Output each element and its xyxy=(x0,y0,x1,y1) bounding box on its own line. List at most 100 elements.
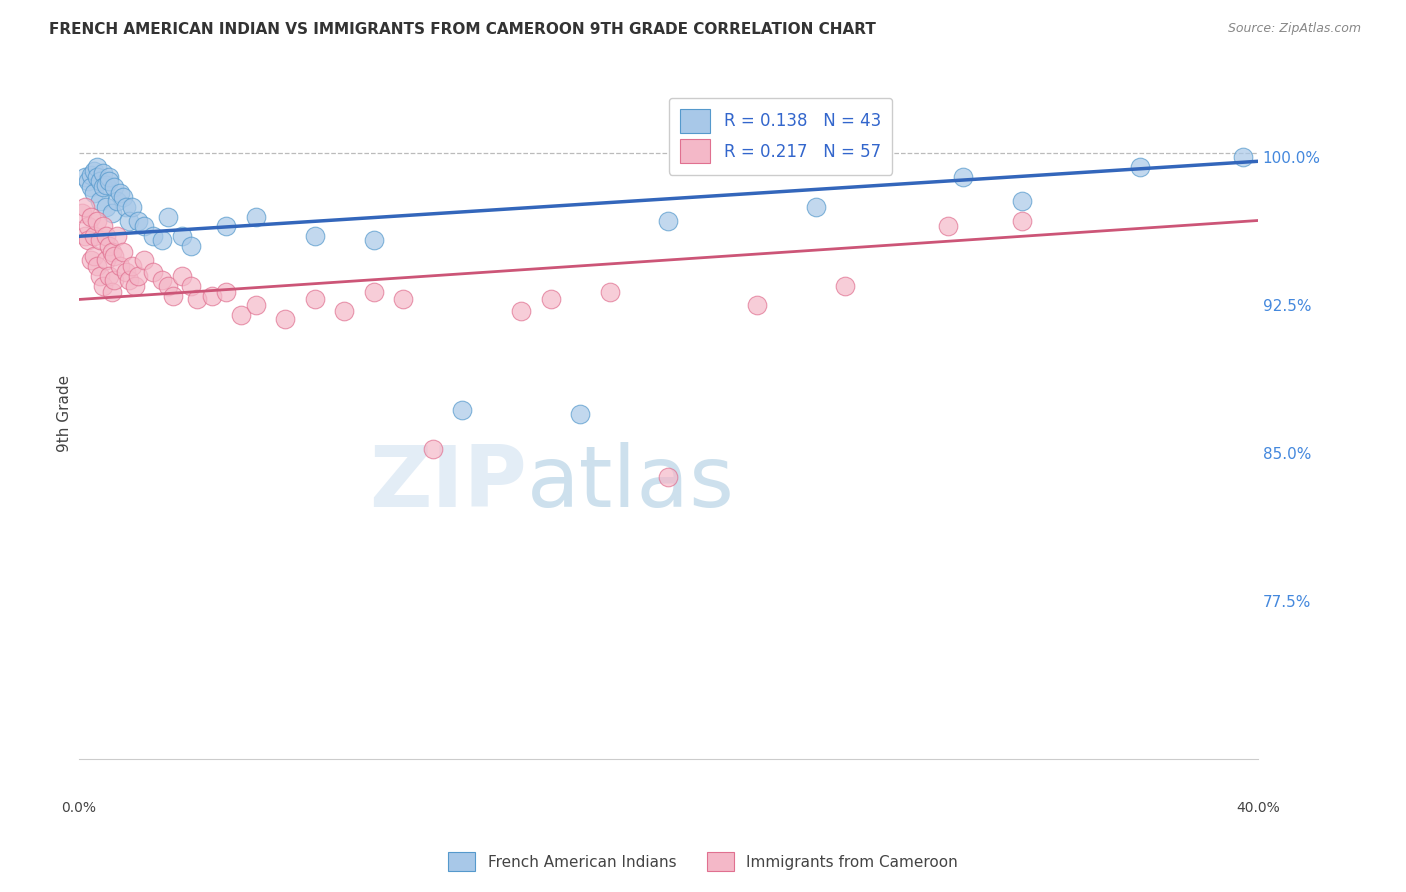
Point xyxy=(172,229,194,244)
Point xyxy=(94,178,117,192)
Point xyxy=(94,229,117,244)
Text: 40.0%: 40.0% xyxy=(1236,801,1279,814)
Point xyxy=(172,268,194,283)
Point xyxy=(333,304,356,318)
Point xyxy=(73,229,96,244)
Point xyxy=(103,249,125,263)
Point xyxy=(89,194,111,208)
Point xyxy=(91,166,114,180)
Point xyxy=(86,170,108,185)
Point xyxy=(392,293,415,307)
Point xyxy=(100,245,122,260)
Point xyxy=(245,298,267,312)
Point xyxy=(304,293,326,307)
Point xyxy=(1129,160,1152,174)
Point xyxy=(77,174,100,188)
Point xyxy=(162,288,184,302)
Point xyxy=(245,210,267,224)
Point xyxy=(70,205,93,219)
Point xyxy=(89,174,111,188)
Point xyxy=(80,252,103,267)
Point xyxy=(422,442,444,457)
Point xyxy=(569,407,592,421)
Point xyxy=(118,213,141,227)
Point xyxy=(599,285,621,299)
Point xyxy=(100,285,122,299)
Point xyxy=(110,259,132,273)
Point xyxy=(97,239,120,253)
Point xyxy=(363,285,385,299)
Text: ZIP: ZIP xyxy=(370,442,527,524)
Point xyxy=(83,229,105,244)
Point xyxy=(215,285,238,299)
Point xyxy=(201,288,224,302)
Point xyxy=(274,312,297,326)
Point xyxy=(745,298,768,312)
Point xyxy=(142,229,165,244)
Point xyxy=(73,170,96,185)
Point xyxy=(83,186,105,200)
Point xyxy=(1011,194,1033,208)
Y-axis label: 9th Grade: 9th Grade xyxy=(58,376,72,452)
Text: Source: ZipAtlas.com: Source: ZipAtlas.com xyxy=(1227,22,1361,36)
Legend: French American Indians, Immigrants from Cameroon: French American Indians, Immigrants from… xyxy=(441,847,965,877)
Point xyxy=(80,210,103,224)
Point xyxy=(180,278,202,293)
Point xyxy=(304,229,326,244)
Point xyxy=(91,278,114,293)
Point xyxy=(510,304,533,318)
Point xyxy=(89,268,111,283)
Point xyxy=(97,170,120,185)
Point xyxy=(132,252,155,267)
Point xyxy=(103,180,125,194)
Point xyxy=(112,245,135,260)
Point xyxy=(86,259,108,273)
Point xyxy=(80,168,103,182)
Point xyxy=(94,252,117,267)
Point xyxy=(180,239,202,253)
Point xyxy=(127,268,149,283)
Point xyxy=(80,180,103,194)
Point xyxy=(110,186,132,200)
Point xyxy=(94,200,117,214)
Point xyxy=(127,213,149,227)
Point xyxy=(132,219,155,234)
Point xyxy=(834,278,856,293)
Point xyxy=(363,233,385,247)
Point xyxy=(451,403,474,417)
Point xyxy=(112,190,135,204)
Point xyxy=(86,160,108,174)
Point xyxy=(103,273,125,287)
Point xyxy=(186,293,208,307)
Point xyxy=(657,470,679,484)
Point xyxy=(100,205,122,219)
Point xyxy=(121,259,143,273)
Text: FRENCH AMERICAN INDIAN VS IMMIGRANTS FROM CAMEROON 9TH GRADE CORRELATION CHART: FRENCH AMERICAN INDIAN VS IMMIGRANTS FRO… xyxy=(49,22,876,37)
Point xyxy=(142,265,165,279)
Point xyxy=(231,308,253,322)
Point xyxy=(73,200,96,214)
Point xyxy=(150,273,173,287)
Point xyxy=(952,170,974,185)
Point xyxy=(121,200,143,214)
Legend: R = 0.138   N = 43, R = 0.217   N = 57: R = 0.138 N = 43, R = 0.217 N = 57 xyxy=(668,97,893,175)
Point xyxy=(124,278,146,293)
Point xyxy=(115,200,138,214)
Point xyxy=(938,219,960,234)
Point xyxy=(150,233,173,247)
Point xyxy=(115,265,138,279)
Point xyxy=(83,249,105,263)
Point xyxy=(804,200,827,214)
Point xyxy=(118,273,141,287)
Point xyxy=(77,233,100,247)
Point xyxy=(1011,213,1033,227)
Point xyxy=(540,293,562,307)
Point xyxy=(89,233,111,247)
Point xyxy=(107,194,129,208)
Text: 0.0%: 0.0% xyxy=(62,801,97,814)
Point xyxy=(1232,150,1254,164)
Point xyxy=(156,278,179,293)
Point xyxy=(91,219,114,234)
Point xyxy=(215,219,238,234)
Point xyxy=(156,210,179,224)
